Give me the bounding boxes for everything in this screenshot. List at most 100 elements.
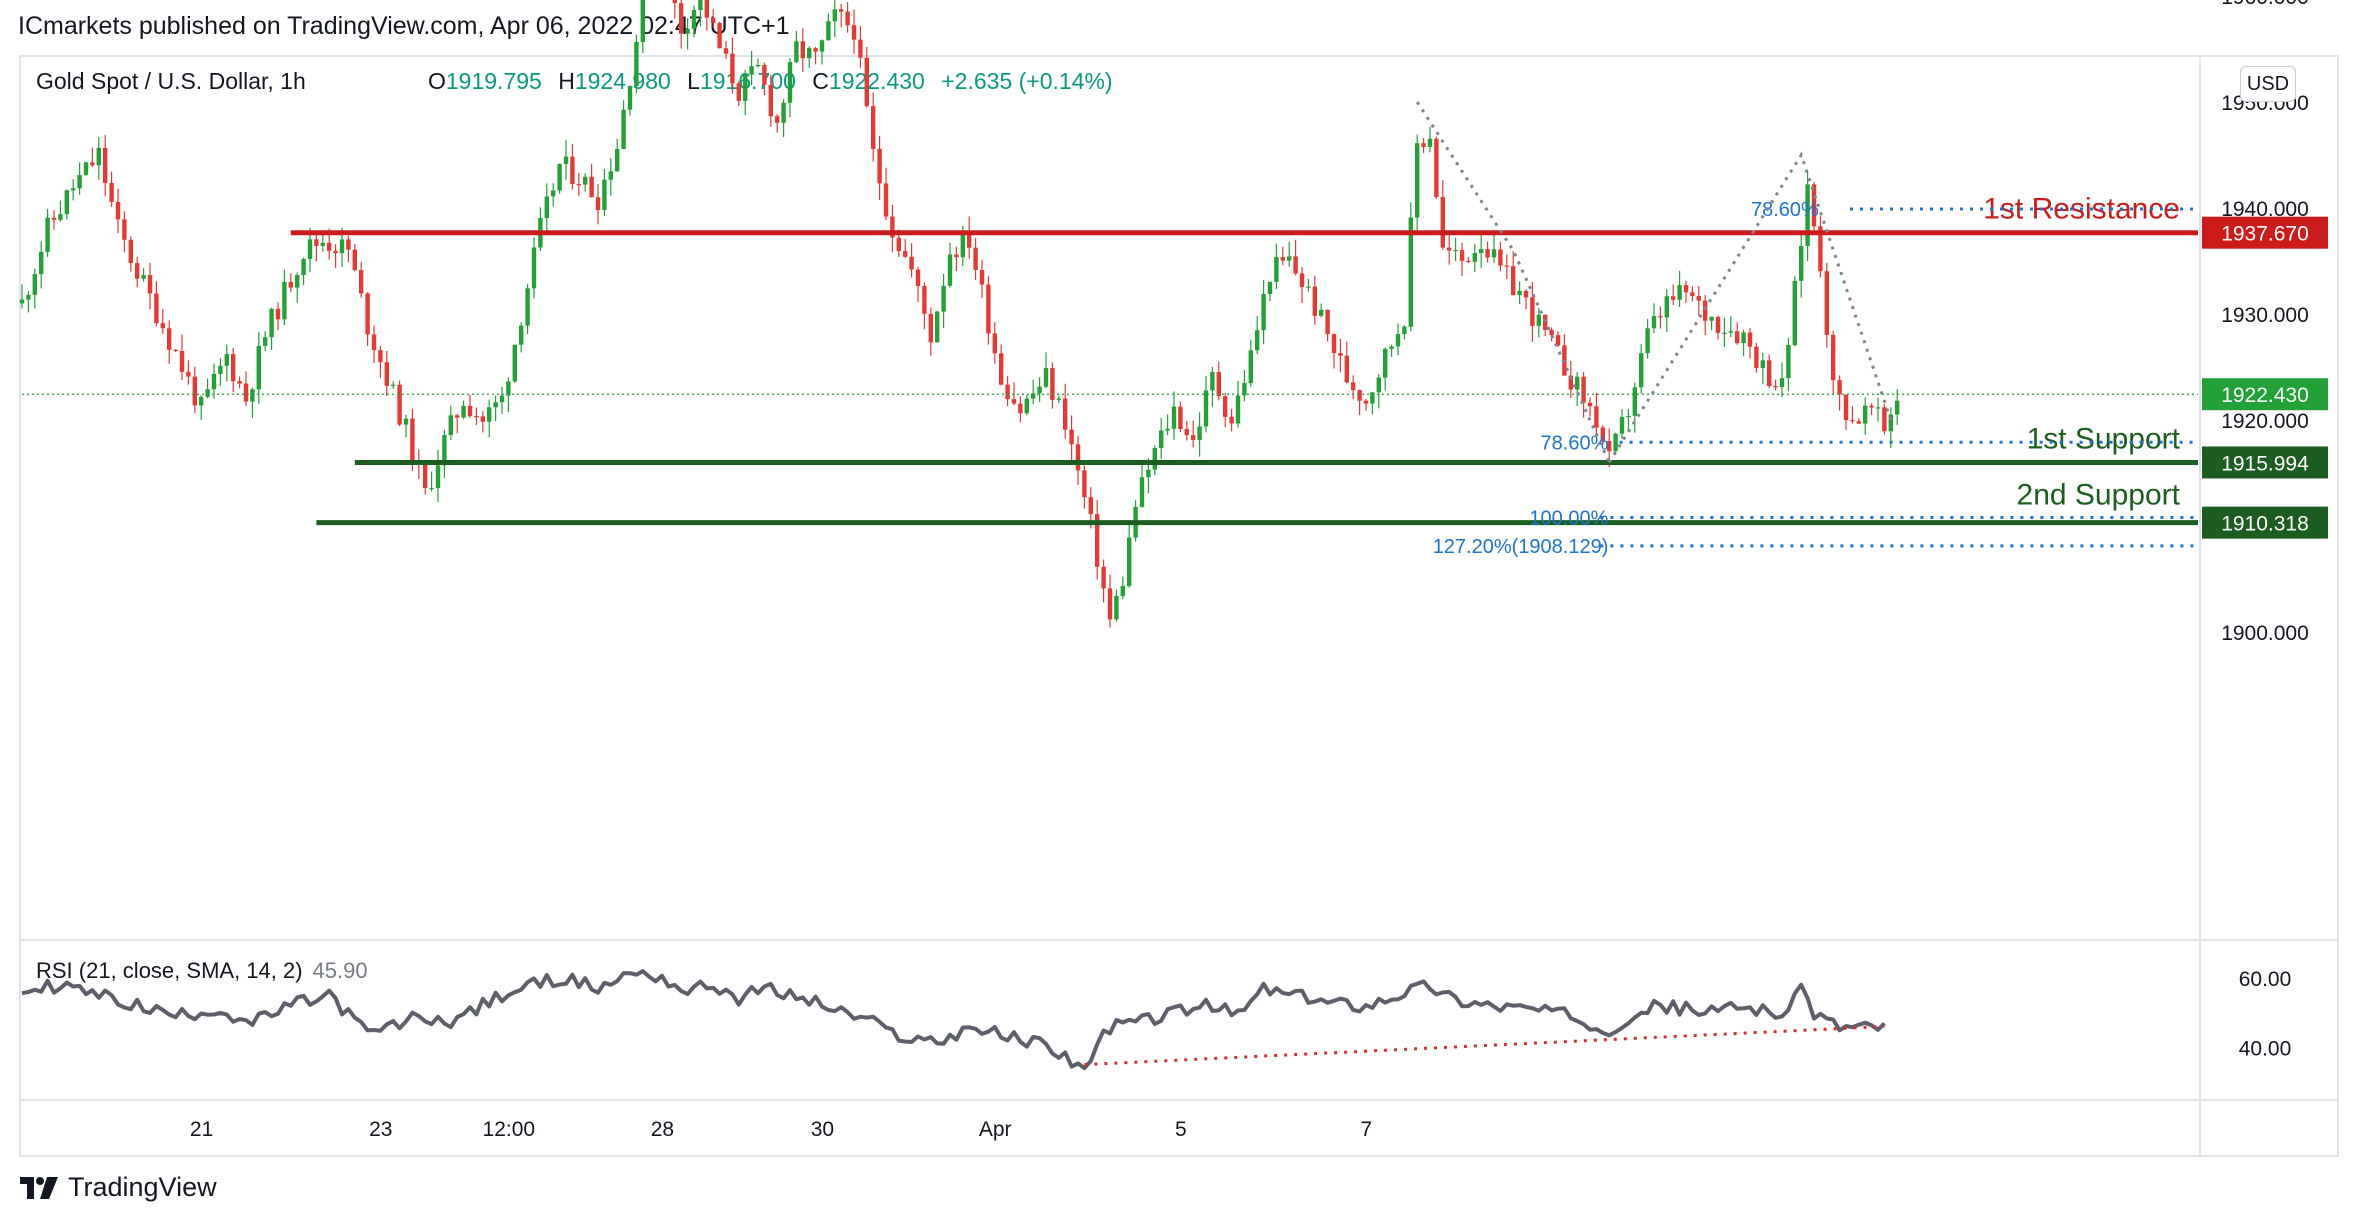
candle-body <box>154 293 159 324</box>
candle-body <box>384 362 389 386</box>
close-value: 1922.430 <box>828 68 925 94</box>
brand-footer[interactable]: TradingView <box>20 1172 217 1203</box>
time-axis-tick[interactable]: 12:00 <box>483 1118 536 1141</box>
candle-body <box>365 293 370 335</box>
candle-body <box>1280 257 1285 261</box>
time-axis[interactable]: 21 23 12:00 28 30 Apr 5 7 <box>190 1118 1372 1141</box>
candle-body <box>551 190 556 197</box>
candle-body <box>1338 353 1343 356</box>
high-value: 1924.980 <box>574 68 671 94</box>
candle-body <box>1389 346 1394 349</box>
candle-body <box>1869 405 1874 408</box>
candle-body <box>583 176 588 185</box>
candle-body <box>499 395 505 403</box>
tradingview-logo-icon <box>20 1176 58 1199</box>
candle-body <box>787 62 793 103</box>
candlestick-series <box>19 0 1900 628</box>
candle-body <box>1485 249 1490 258</box>
fib-level-label: 100.00% <box>1529 508 1608 530</box>
price-axis-tick[interactable]: 1930.000 <box>2221 304 2309 327</box>
time-axis-tick[interactable]: Apr <box>979 1118 1012 1141</box>
candle-body <box>128 239 133 264</box>
candle-body <box>544 196 549 219</box>
candle-body <box>1594 406 1599 428</box>
rsi-line <box>21 969 1886 1071</box>
candle-body <box>1095 514 1100 567</box>
candle-body <box>570 156 575 185</box>
candle-body <box>333 250 338 254</box>
candle-body <box>435 465 441 488</box>
price-tag: 1910.318 <box>2202 506 2328 539</box>
candle-body <box>320 242 325 246</box>
time-axis-tick[interactable]: 23 <box>369 1118 392 1141</box>
price-axis-tick[interactable]: 1960.000 <box>2221 0 2309 9</box>
symbol-title[interactable]: Gold Spot / U.S. Dollar, 1h <box>36 68 306 94</box>
candle-body <box>1191 435 1196 440</box>
candle-body <box>512 344 517 382</box>
time-axis-tick[interactable]: 21 <box>190 1118 213 1141</box>
candle-body <box>576 184 581 186</box>
rsi-legend-value: 45.90 <box>312 958 368 983</box>
candle-body <box>807 48 812 59</box>
candle-body <box>1242 383 1247 396</box>
candle-body <box>1120 585 1125 596</box>
candle-body <box>32 274 37 295</box>
candle-body <box>455 415 460 418</box>
candle-body <box>275 308 281 320</box>
abcd-pattern-line <box>1607 151 1893 464</box>
candle-body <box>723 48 729 54</box>
candle-body <box>749 66 754 75</box>
price-axis-tick[interactable]: 1900.000 <box>2221 622 2309 645</box>
candle-body <box>1171 406 1177 429</box>
candle-body <box>282 281 287 320</box>
rsi-legend[interactable]: RSI (21, close, SMA, 14, 2) 45.90 <box>36 958 368 984</box>
price-tag-bg <box>2202 506 2328 539</box>
candle-body <box>1728 331 1733 333</box>
candle-body <box>903 251 908 257</box>
candle-body <box>1549 329 1554 336</box>
candle-body <box>1831 334 1836 381</box>
candle-body <box>1466 260 1471 263</box>
candle-body <box>83 162 89 175</box>
candle-body <box>1735 331 1740 344</box>
price-axis-tick[interactable]: 1920.000 <box>2221 410 2309 433</box>
price-axis-tick[interactable]: 1940.000 <box>2221 198 2309 221</box>
candle-body <box>1459 249 1465 261</box>
time-axis-tick[interactable]: 7 <box>1361 1118 1373 1141</box>
time-axis-tick[interactable]: 28 <box>651 1118 674 1141</box>
candle-body <box>51 217 57 220</box>
currency-button[interactable]: USD <box>2240 66 2296 102</box>
candle-body <box>1216 372 1221 397</box>
close-label: C <box>812 68 829 94</box>
candle-body <box>301 258 306 275</box>
candle-body <box>602 179 607 210</box>
candle-body <box>1863 405 1868 424</box>
candle-body <box>442 434 447 466</box>
candle-body <box>1402 326 1407 335</box>
time-axis-tick[interactable]: 5 <box>1175 1118 1187 1141</box>
candle-body <box>1139 477 1145 507</box>
candle-body <box>1626 415 1631 418</box>
candle-body <box>967 232 972 248</box>
candle-body <box>307 239 313 259</box>
candle-body <box>205 389 210 397</box>
candle-body <box>711 17 716 24</box>
candle-body <box>1767 360 1772 387</box>
candle-body <box>1600 427 1605 442</box>
candle-body <box>1184 428 1189 436</box>
candle-body <box>211 373 217 390</box>
candle-body <box>199 396 204 406</box>
candle-body <box>1267 281 1273 294</box>
candle-body <box>1197 426 1202 440</box>
candle-body <box>973 247 978 270</box>
candle-body <box>122 219 127 240</box>
candle-body <box>1306 286 1311 288</box>
level-label: 2nd Support <box>2017 479 2181 512</box>
time-axis-tick[interactable]: 30 <box>811 1118 834 1141</box>
candle-body <box>775 116 780 123</box>
candle-body <box>1415 143 1420 218</box>
candle-body <box>1683 285 1689 293</box>
candle-body <box>269 308 274 338</box>
candle-body <box>1517 290 1522 296</box>
